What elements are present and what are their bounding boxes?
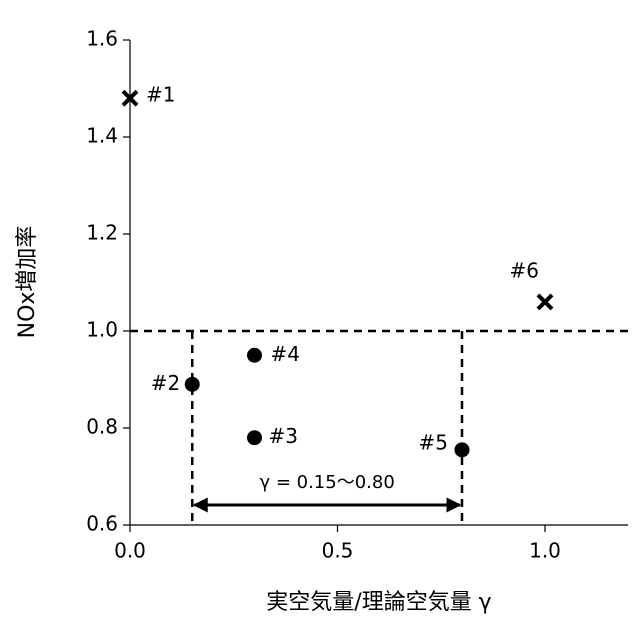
point: [455, 442, 470, 457]
x-axis-label: 実空気量/理論空気量 γ: [266, 590, 491, 615]
x-tick-label: 0.0: [114, 539, 146, 563]
point-label: #6: [510, 258, 539, 282]
y-tick-label: 1.6: [86, 27, 118, 51]
point: [538, 295, 552, 309]
x-tick-label: 1.0: [529, 539, 561, 563]
point: [247, 348, 262, 363]
x-tick-label: 0.5: [322, 539, 354, 563]
point-label: #3: [269, 424, 298, 448]
y-tick-label: 0.6: [86, 512, 118, 536]
point: [185, 377, 200, 392]
page: {"chart_data": {"type": "scatter", "x_la…: [0, 0, 640, 640]
point-label: #1: [146, 83, 175, 107]
y-tick-label: 1.0: [86, 318, 118, 342]
y-tick-label: 1.2: [86, 221, 118, 245]
point-label: #4: [271, 342, 300, 366]
point: [247, 430, 262, 445]
chart: 実空気量/理論空気量 γ NOx増加率 0.6 0.8 1.0 1.2 1.4 1.6 0.…: [0, 0, 640, 640]
range-label: γ = 0.15～0.80: [259, 472, 394, 493]
point-label: #5: [419, 430, 448, 454]
y-tick-label: 0.8: [86, 415, 118, 439]
point-label: #2: [151, 371, 180, 395]
y-tick-label: 1.4: [86, 124, 118, 148]
y-axis-label: NOx増加率: [15, 226, 40, 339]
